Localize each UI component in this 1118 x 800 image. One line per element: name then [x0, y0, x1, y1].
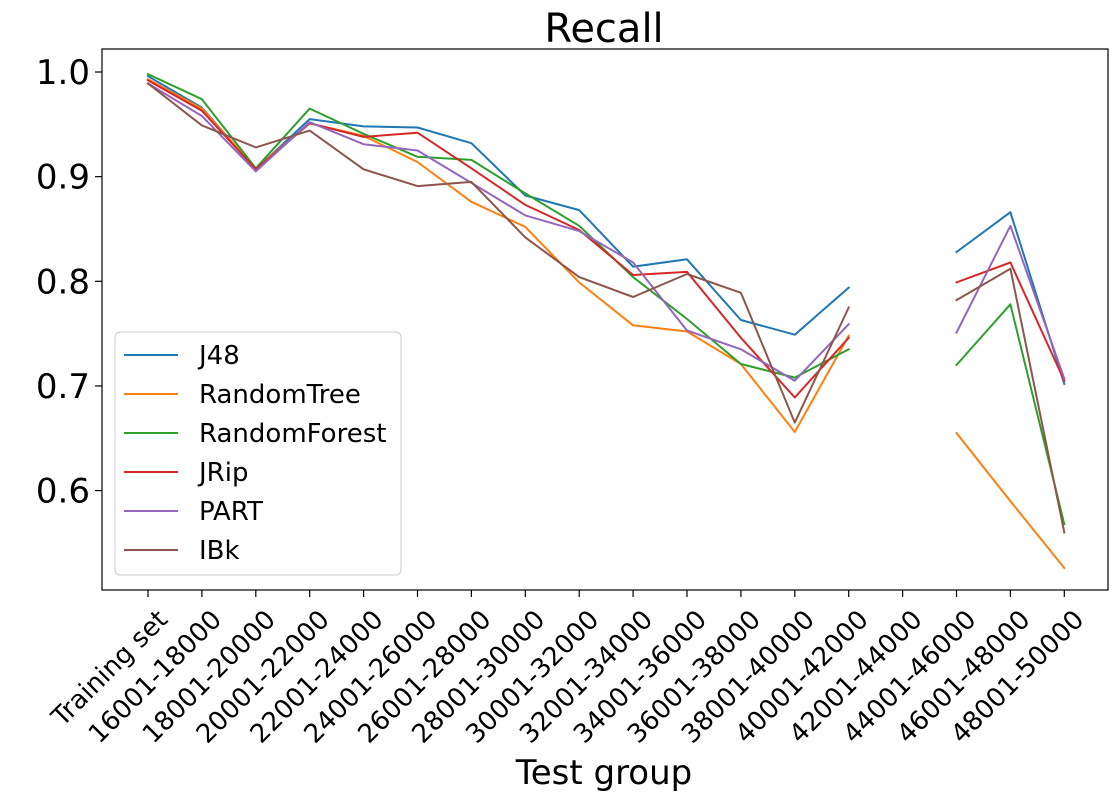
plot-frame [101, 48, 1109, 591]
legend-label-randomtree: RandomTree [199, 380, 361, 410]
series-line-jrip [146, 79, 1066, 399]
legend-label-part: PART [199, 497, 263, 527]
chart-title: Recall [544, 6, 663, 52]
y-tick-label: 0.6 [36, 472, 90, 512]
series-layer [146, 72, 1066, 570]
legend: J48 RandomTree RandomForest JRip PART IBk [114, 331, 402, 576]
y-tick-label: 0.7 [36, 367, 90, 407]
legend-box [114, 331, 402, 576]
legend-label-ibk: IBk [199, 536, 240, 566]
y-tick-label: 1.0 [36, 53, 90, 93]
series-line-randomforest [146, 72, 1066, 526]
y-tick-label: 0.8 [36, 262, 90, 302]
x-axis-label: Test group [515, 753, 693, 793]
y-axis: 0.6 0.7 0.8 0.9 1.0 [36, 53, 102, 512]
series-line-ibk [146, 82, 1066, 534]
series-line-part [146, 82, 1066, 382]
legend-label-jrip: JRip [197, 458, 248, 488]
legend-label-randomforest: RandomForest [199, 419, 386, 449]
y-tick-label: 0.9 [36, 158, 90, 198]
x-axis: Training set16001-1800018001-2000020001-… [46, 590, 1090, 750]
legend-label-j48: J48 [197, 341, 240, 371]
